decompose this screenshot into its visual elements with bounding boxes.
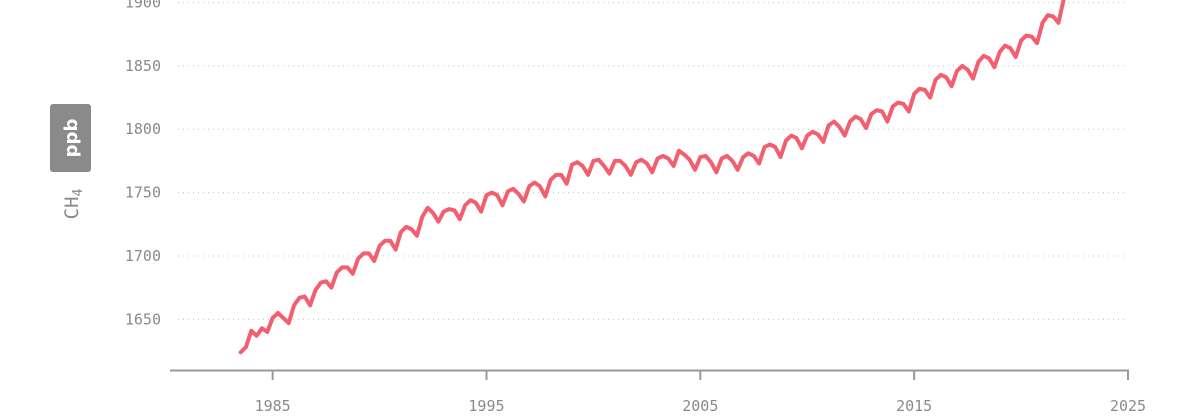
y-tick-label: 1800	[125, 120, 161, 138]
y-axis-title-main: CH	[61, 196, 83, 219]
y-tick-label: 1900	[125, 0, 161, 12]
y-axis-tick-labels: 1900 1850 1800 1750 1700 1650	[125, 0, 161, 328]
unit-badge-background	[50, 104, 91, 172]
series-line	[238, 0, 1066, 355]
y-tick-label: 1700	[125, 247, 161, 265]
y-tick-label: 1750	[125, 184, 161, 202]
y-tick-label: 1850	[125, 57, 161, 75]
y-axis-title-subscript: 4	[71, 188, 86, 196]
unit-badge-label: ppb	[61, 119, 82, 158]
x-tick-label: 2025	[1110, 397, 1146, 415]
y-tick-label: 1650	[125, 310, 161, 328]
x-axis-tick-labels: 1985 1995 2005 2015 2025	[255, 397, 1146, 415]
x-tick-label: 2005	[682, 397, 718, 415]
y-axis-title-text: CH4	[61, 188, 86, 219]
x-tick-label: 1985	[255, 397, 291, 415]
x-tick-label: 1995	[468, 397, 504, 415]
x-axis	[170, 369, 1129, 380]
gridlines	[178, 2, 1128, 320]
x-tick-label: 2015	[896, 397, 932, 415]
y-axis-unit-badge: ppb	[50, 104, 91, 172]
y-axis-title: CH4	[61, 188, 86, 219]
series-layer	[238, 0, 1066, 355]
